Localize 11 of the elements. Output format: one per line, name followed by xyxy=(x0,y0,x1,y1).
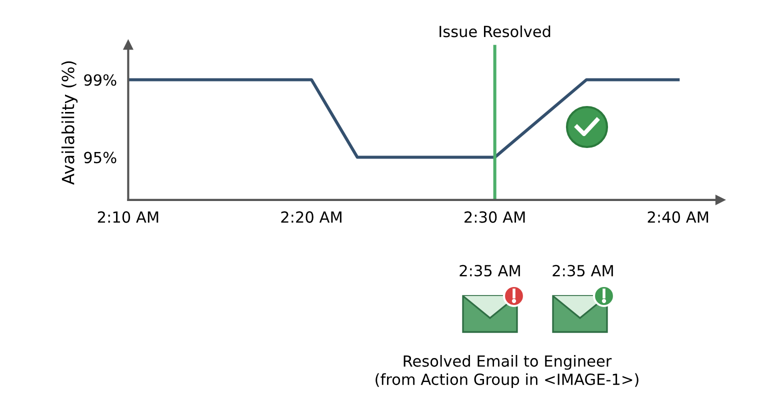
x-tick-label: 2:40 AM xyxy=(648,211,708,223)
y-tick-label: 99% xyxy=(84,74,116,86)
x-tick-label: 2:30 AM xyxy=(464,211,525,223)
ref-line-label: Issue Resolved xyxy=(440,25,550,38)
x-tick-label: 2:20 AM xyxy=(281,211,342,223)
text: 2:35 AM xyxy=(552,264,613,276)
y-axis-title: Availability (%) xyxy=(61,61,78,185)
y-tick-label: 95% xyxy=(84,152,116,164)
text: Resolved Email to Engineer (from Action Group in <IMAGE-1>) xyxy=(376,355,638,388)
text: 2:35 AM xyxy=(460,264,520,276)
x-tick-label: 2:10 AM xyxy=(98,211,158,223)
